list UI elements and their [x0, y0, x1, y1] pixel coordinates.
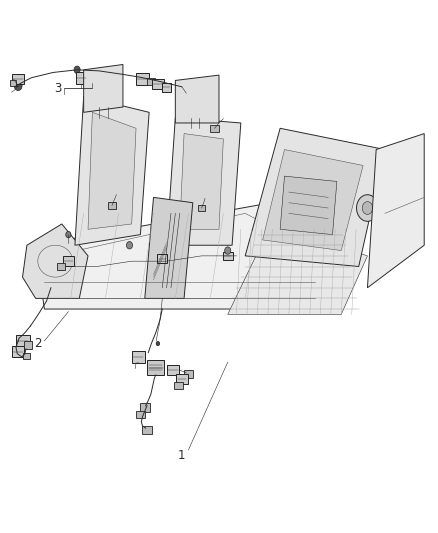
Polygon shape: [263, 150, 363, 251]
Bar: [148, 78, 155, 85]
Circle shape: [178, 83, 185, 91]
Bar: [167, 365, 179, 375]
Polygon shape: [88, 112, 136, 229]
Bar: [57, 263, 65, 270]
Polygon shape: [22, 224, 88, 298]
Bar: [132, 351, 145, 363]
Bar: [223, 252, 233, 260]
Bar: [148, 360, 164, 375]
Polygon shape: [245, 128, 385, 266]
Bar: [136, 411, 145, 418]
Polygon shape: [367, 134, 424, 288]
Bar: [12, 346, 24, 357]
Bar: [184, 370, 193, 378]
Bar: [136, 73, 149, 85]
Polygon shape: [75, 96, 149, 245]
Bar: [76, 72, 87, 84]
Bar: [198, 205, 205, 211]
Polygon shape: [84, 64, 123, 112]
Bar: [63, 256, 74, 266]
Bar: [24, 342, 32, 349]
Bar: [157, 254, 167, 263]
Circle shape: [127, 241, 133, 249]
Bar: [10, 80, 16, 86]
Polygon shape: [35, 203, 341, 309]
Bar: [108, 202, 116, 208]
Polygon shape: [175, 75, 219, 123]
Bar: [152, 79, 164, 90]
Bar: [210, 125, 219, 132]
Bar: [176, 374, 187, 384]
Circle shape: [14, 81, 22, 91]
Circle shape: [225, 247, 231, 254]
Circle shape: [362, 201, 373, 214]
Polygon shape: [280, 176, 337, 235]
Bar: [174, 382, 183, 389]
Polygon shape: [145, 197, 193, 298]
Bar: [162, 83, 171, 92]
Text: 2: 2: [34, 337, 42, 350]
Circle shape: [357, 195, 378, 221]
Bar: [142, 426, 152, 434]
Bar: [22, 353, 29, 359]
Bar: [15, 335, 29, 347]
Text: 3: 3: [54, 82, 61, 95]
Bar: [140, 403, 150, 411]
Circle shape: [74, 66, 80, 74]
Bar: [12, 74, 24, 84]
Circle shape: [156, 342, 159, 346]
Polygon shape: [228, 224, 367, 314]
Polygon shape: [166, 118, 241, 245]
Circle shape: [66, 231, 71, 238]
Polygon shape: [180, 134, 223, 229]
Text: 1: 1: [178, 449, 186, 462]
